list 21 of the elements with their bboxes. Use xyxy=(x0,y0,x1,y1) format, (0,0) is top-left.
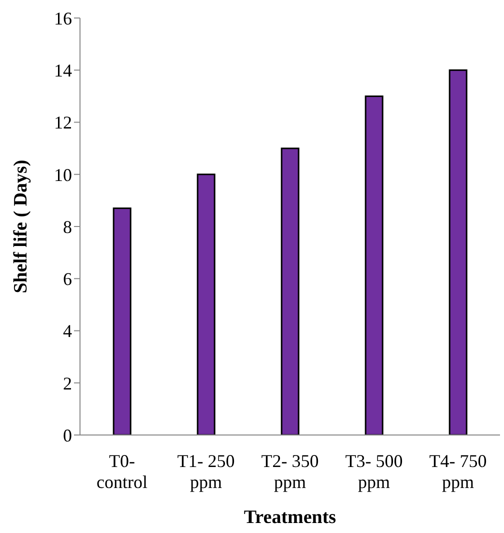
x-tick-label: T3- 500 ppm xyxy=(345,451,403,492)
bar xyxy=(280,148,300,435)
x-tick-label: T0- control xyxy=(96,451,148,492)
bar xyxy=(112,208,132,435)
y-tick-label: 10 xyxy=(54,164,72,185)
y-tick-label: 2 xyxy=(63,373,72,394)
bar xyxy=(196,174,216,435)
y-tick-label: 12 xyxy=(54,112,72,133)
x-axis-title: Treatments xyxy=(244,507,336,528)
y-tick-label: 0 xyxy=(63,425,72,446)
x-tick-label: T4- 750 ppm xyxy=(429,451,487,492)
bar xyxy=(448,69,468,435)
bar xyxy=(364,95,384,435)
y-tick-label: 4 xyxy=(63,321,72,342)
y-tick-label: 6 xyxy=(63,269,72,290)
x-tick-label: T2- 350 ppm xyxy=(261,451,319,492)
y-tick-label: 14 xyxy=(54,60,72,81)
y-tick-label: 16 xyxy=(54,8,72,28)
x-tick-label: T1- 250 ppm xyxy=(177,451,235,492)
y-tick-label: 8 xyxy=(63,216,72,237)
y-axis-title: Shelf life ( Days) xyxy=(10,160,32,294)
